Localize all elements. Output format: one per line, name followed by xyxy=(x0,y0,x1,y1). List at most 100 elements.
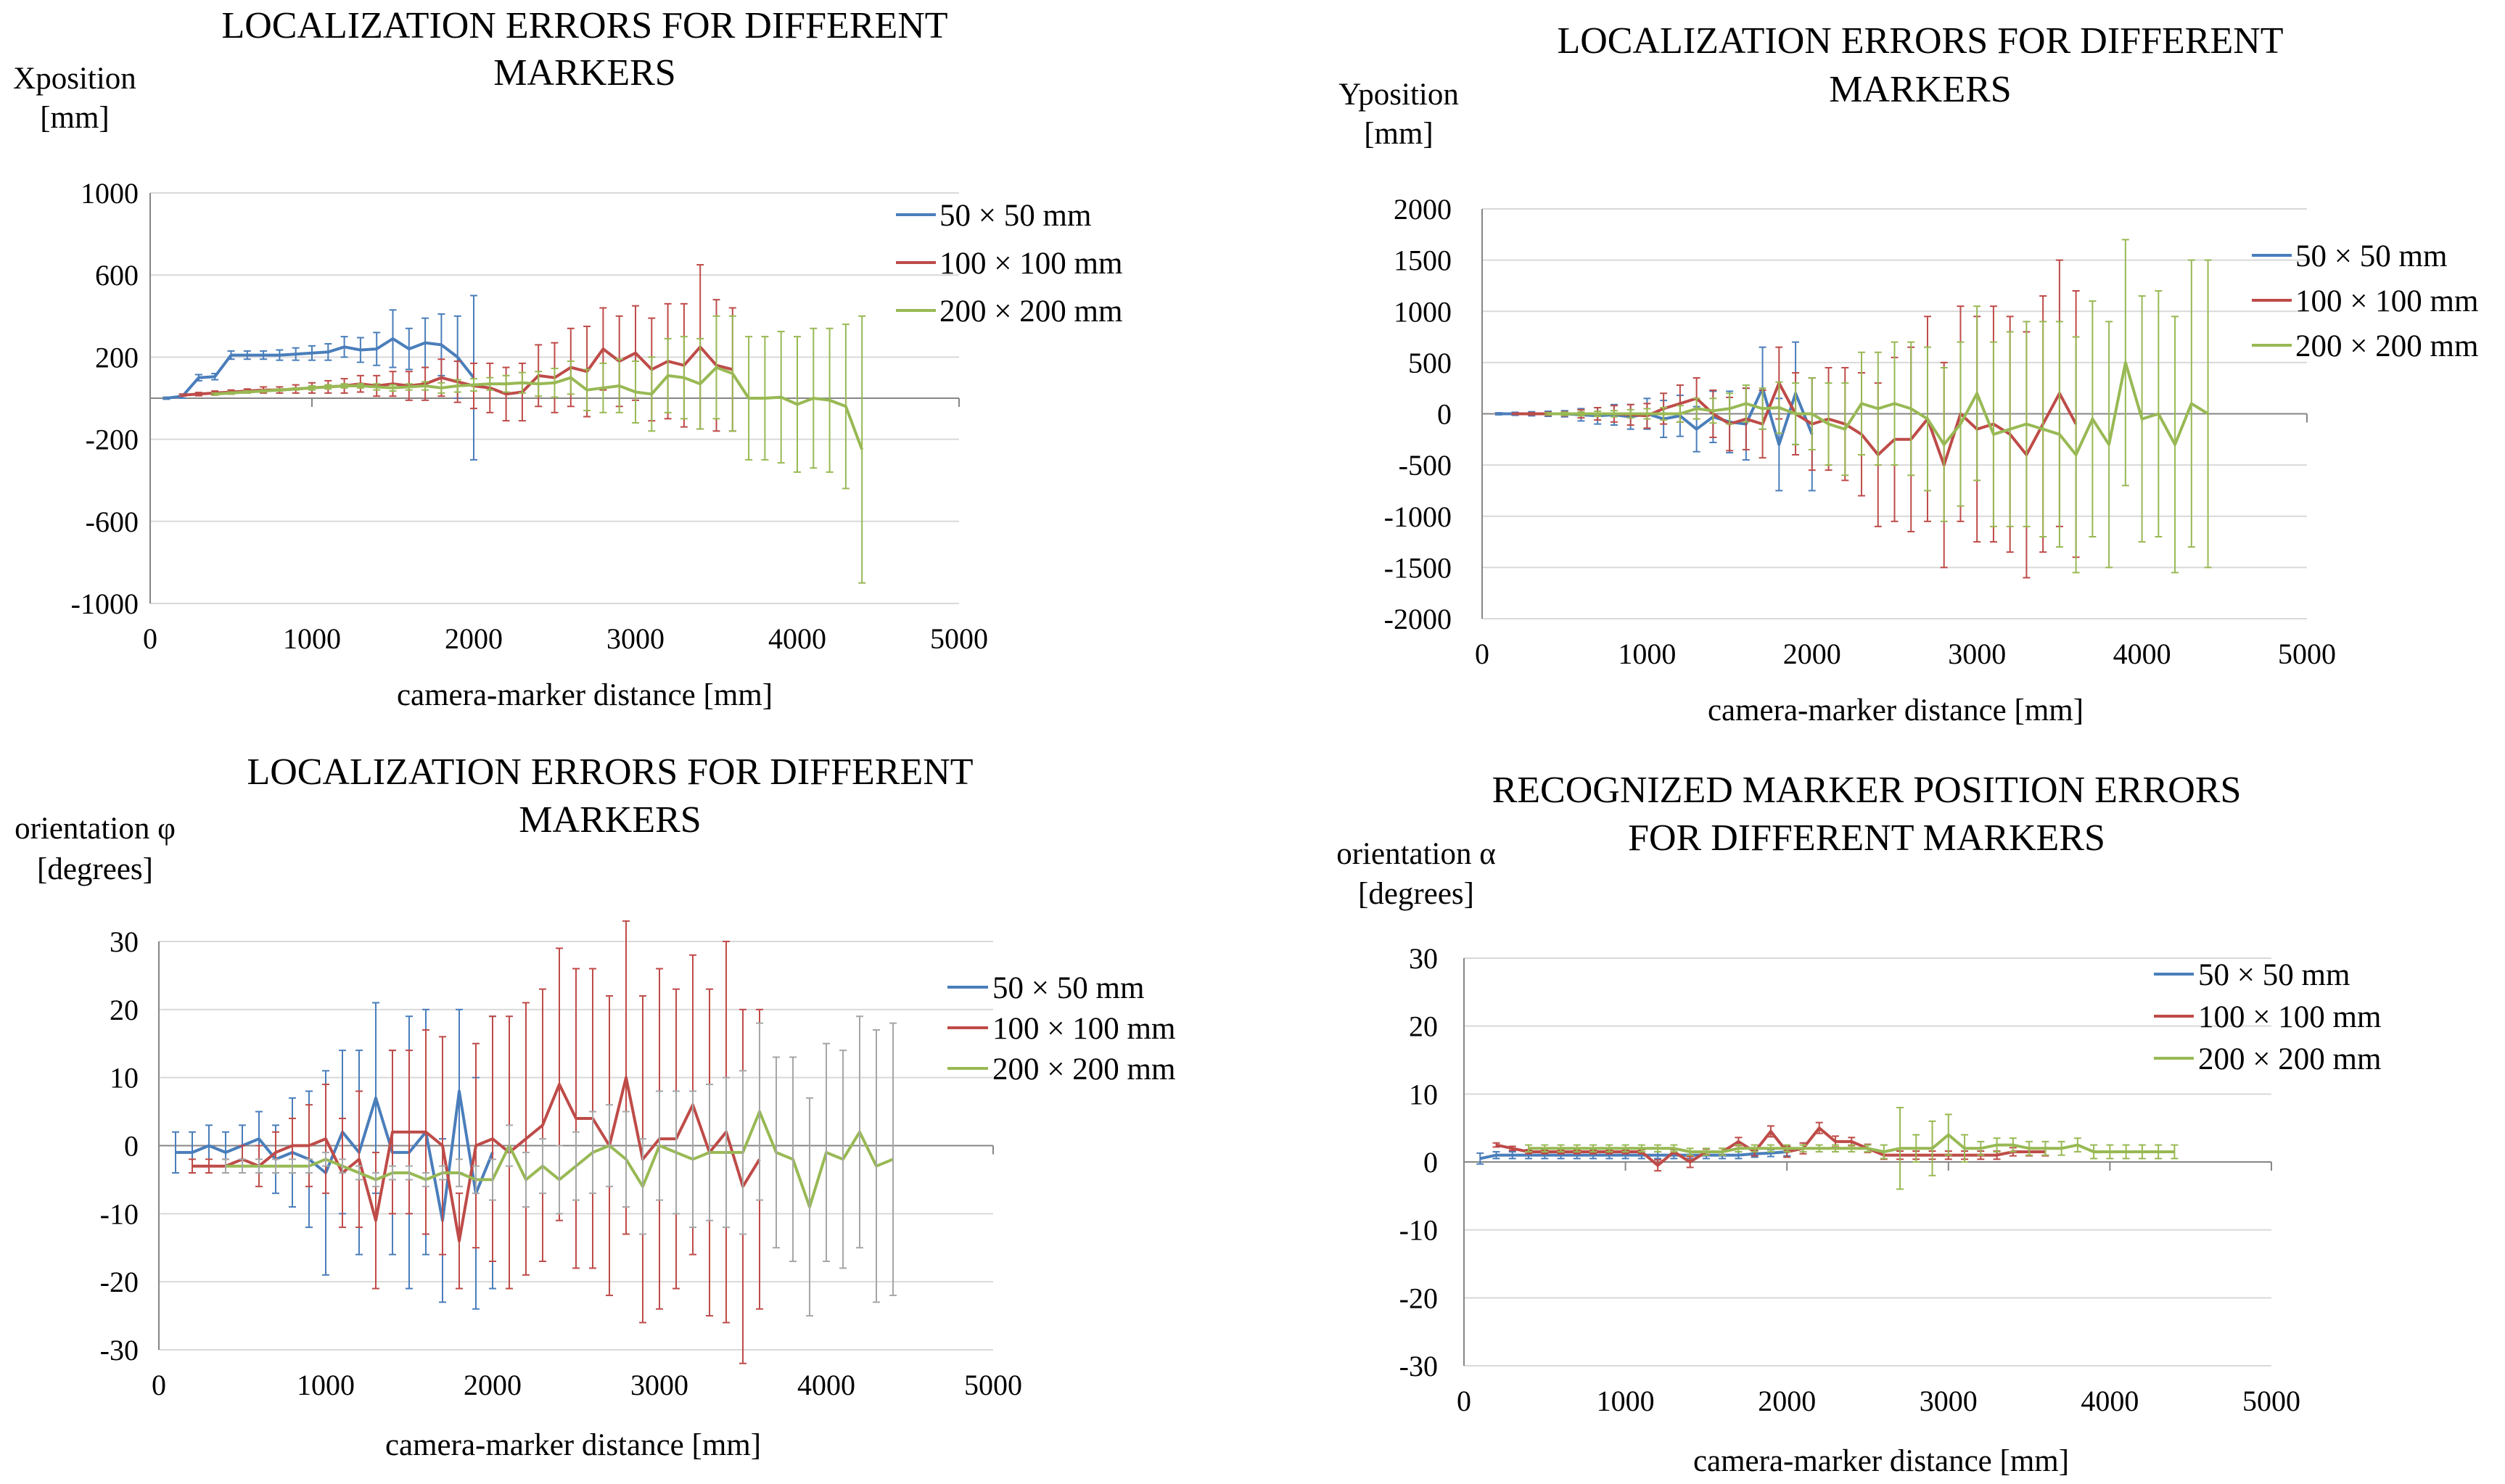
chart-legend: 50 × 50 mm 100 × 100 mm 200 × 200 mm xyxy=(2154,958,2381,1076)
y-tick-label: 200 xyxy=(95,341,139,374)
legend-label: 50 × 50 mm xyxy=(992,971,1144,1005)
y-tick-label: 10 xyxy=(1409,1078,1438,1110)
chart-legend: 50 × 50 mm 100 × 100 mm 200 × 200 mm xyxy=(2252,239,2478,363)
x-tick-label: 5000 xyxy=(2278,638,2336,670)
legend-label: 100 × 100 mm xyxy=(2198,1000,2381,1034)
y-tick-label: 2000 xyxy=(1394,193,1452,226)
y-tick-label: 20 xyxy=(1409,1010,1438,1043)
y-tick-label: 0 xyxy=(124,1130,139,1163)
series-red xyxy=(189,920,763,1364)
chart-title-line2: MARKERS xyxy=(519,799,701,841)
x-tick-label: 2000 xyxy=(1783,638,1841,670)
x-tick-label: 0 xyxy=(1457,1385,1471,1417)
x-axis-label: camera-marker distance [mm] xyxy=(1693,1444,2069,1478)
y-axis-label-line1: Xposition xyxy=(13,62,136,96)
y-tick-label: 20 xyxy=(110,994,139,1026)
x-axis-label: camera-marker distance [mm] xyxy=(397,678,773,712)
x-tick-label: 1000 xyxy=(1618,638,1676,670)
x-tick-label: 3000 xyxy=(606,622,665,655)
y-tick-label: -30 xyxy=(100,1334,139,1366)
chart-panel-4: RECOGNIZED MARKER POSITION ERRORS FOR DIF… xyxy=(1336,770,2381,1478)
series-gray xyxy=(222,1015,897,1317)
y-axis-label-line1: orientation α xyxy=(1336,837,1496,871)
y-tick-label: -200 xyxy=(86,424,139,456)
legend-label: 200 × 200 mm xyxy=(992,1052,1175,1087)
legend-label: 50 × 50 mm xyxy=(2198,958,2350,992)
series-line xyxy=(1548,360,2209,456)
y-axis-label-line1: Yposition xyxy=(1338,78,1459,112)
series-green xyxy=(1544,239,2212,574)
x-tick-label: 2000 xyxy=(445,622,503,655)
y-tick-label: 0 xyxy=(1437,398,1452,431)
x-tick-label: 4000 xyxy=(2081,1385,2139,1417)
y-axis-label-line2: [degrees] xyxy=(37,852,153,886)
series-blue xyxy=(1494,341,1816,492)
chart-panel-1: LOCALIZATION ERRORS FOR DIFFERENT MARKERS… xyxy=(13,5,1122,712)
x-tick-label: 3000 xyxy=(1948,638,2006,670)
chart-title-line2: FOR DIFFERENT MARKERS xyxy=(1628,817,2105,859)
chart-title-line2: MARKERS xyxy=(1829,69,2011,110)
y-axis-label-line1: orientation φ xyxy=(15,812,176,846)
x-tick-label: 1000 xyxy=(297,1369,355,1401)
y-tick-label: 1000 xyxy=(1394,295,1452,328)
x-tick-label: 4000 xyxy=(768,622,826,655)
y-tick-label: 1000 xyxy=(81,177,139,210)
series-line xyxy=(166,337,475,400)
y-tick-label: 0 xyxy=(1423,1146,1438,1179)
x-tick-label: 3000 xyxy=(630,1369,688,1401)
y-axis-label-line2: [mm] xyxy=(40,101,110,135)
x-tick-label: 0 xyxy=(1475,638,1489,670)
y-tick-label: -600 xyxy=(86,506,139,538)
series-line xyxy=(176,1089,494,1222)
x-tick-label: 1000 xyxy=(283,622,341,655)
chart-title-line1: LOCALIZATION ERRORS FOR DIFFERENT xyxy=(247,751,973,793)
x-axis-label: camera-marker distance [mm] xyxy=(385,1428,761,1462)
chart-panel-2: LOCALIZATION ERRORS FOR DIFFERENT MARKERS… xyxy=(1338,20,2478,727)
legend-label: 100 × 100 mm xyxy=(992,1012,1175,1046)
x-tick-label: 2000 xyxy=(1758,1385,1816,1417)
chart-panel-3: LOCALIZATION ERRORS FOR DIFFERENT MARKERS… xyxy=(15,751,1175,1462)
x-tick-label: 3000 xyxy=(1920,1385,1978,1417)
y-tick-label: 500 xyxy=(1408,347,1452,379)
series-line xyxy=(1529,1133,2175,1153)
y-tick-label: -1500 xyxy=(1384,551,1452,584)
x-tick-label: 5000 xyxy=(2242,1385,2300,1417)
y-tick-label: 1500 xyxy=(1394,244,1452,277)
x-tick-label: 1000 xyxy=(1597,1385,1655,1417)
y-tick-label: 30 xyxy=(110,926,139,958)
y-tick-label: 10 xyxy=(110,1062,139,1095)
y-tick-label: -20 xyxy=(100,1266,139,1298)
legend-label: 200 × 200 mm xyxy=(2295,329,2478,363)
series-green xyxy=(1525,1107,2179,1190)
chart-title-line1: LOCALIZATION ERRORS FOR DIFFERENT xyxy=(1557,20,2283,62)
legend-label: 100 × 100 mm xyxy=(939,247,1122,281)
legend-label: 50 × 50 mm xyxy=(2295,239,2447,273)
y-tick-label: -30 xyxy=(1399,1350,1438,1382)
x-tick-label: 0 xyxy=(152,1369,166,1401)
y-axis-label-line2: [degrees] xyxy=(1358,877,1474,911)
chart-title-line1: LOCALIZATION ERRORS FOR DIFFERENT xyxy=(221,5,947,46)
series-line xyxy=(192,1076,761,1242)
y-axis-label-line2: [mm] xyxy=(1364,117,1434,151)
y-tick-label: -20 xyxy=(1399,1282,1438,1314)
y-tick-label: 30 xyxy=(1409,942,1438,975)
series-green xyxy=(211,315,866,584)
legend-label: 200 × 200 mm xyxy=(2198,1042,2381,1076)
x-axis-label: camera-marker distance [mm] xyxy=(1708,693,2084,727)
x-tick-label: 5000 xyxy=(964,1369,1022,1401)
legend-label: 200 × 200 mm xyxy=(939,294,1122,329)
legend-label: 50 × 50 mm xyxy=(939,199,1091,233)
y-tick-label: -10 xyxy=(1399,1214,1438,1247)
series-line xyxy=(1479,1150,1788,1161)
chart-title-line1: RECOGNIZED MARKER POSITION ERRORS xyxy=(1492,770,2242,811)
legend-label: 100 × 100 mm xyxy=(2295,284,2478,318)
series-blue xyxy=(163,294,477,461)
y-tick-label: -500 xyxy=(1399,449,1452,482)
x-tick-label: 4000 xyxy=(2113,638,2171,670)
y-tick-label: -10 xyxy=(100,1197,139,1230)
chart-title-line2: MARKERS xyxy=(493,52,675,94)
chart-legend: 50 × 50 mm 100 × 100 mm 200 × 200 mm xyxy=(947,971,1175,1087)
x-tick-label: 0 xyxy=(143,622,157,655)
chart-legend: 50 × 50 mm 100 × 100 mm 200 × 200 mm xyxy=(896,199,1122,329)
